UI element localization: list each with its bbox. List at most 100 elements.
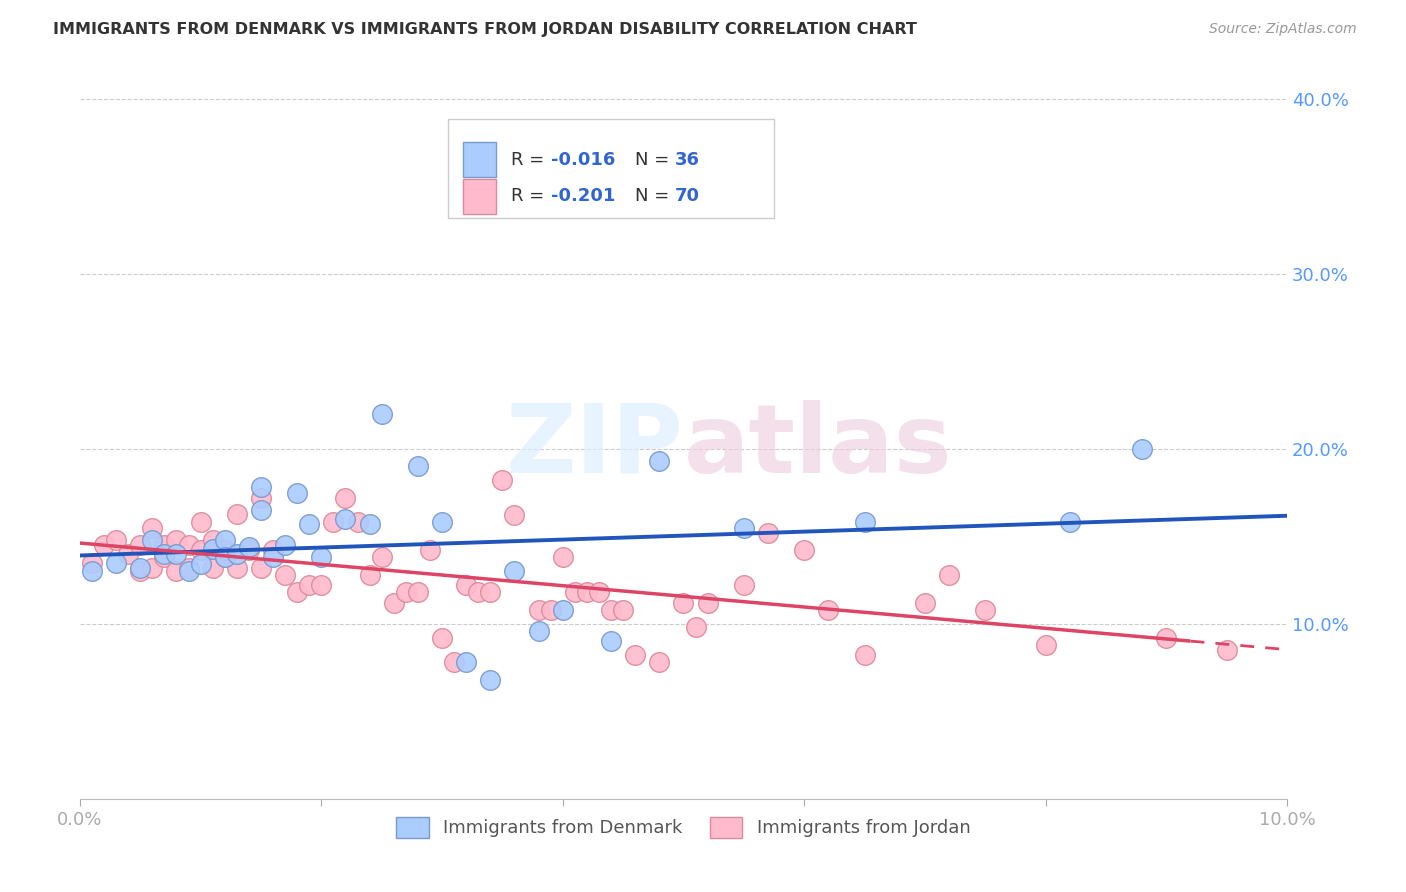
Point bbox=[274, 568, 297, 582]
Point bbox=[685, 620, 707, 634]
Text: R =: R = bbox=[510, 187, 550, 205]
Point bbox=[564, 585, 586, 599]
Point bbox=[225, 561, 247, 575]
Point bbox=[853, 648, 876, 663]
Point bbox=[190, 516, 212, 530]
Text: R =: R = bbox=[510, 151, 550, 169]
Point bbox=[238, 540, 260, 554]
Point bbox=[165, 565, 187, 579]
Point bbox=[733, 578, 755, 592]
Point bbox=[853, 516, 876, 530]
Point bbox=[527, 603, 550, 617]
Point bbox=[214, 533, 236, 547]
Point bbox=[756, 525, 779, 540]
Point bbox=[285, 485, 308, 500]
Point bbox=[153, 550, 176, 565]
Point bbox=[298, 517, 321, 532]
Point bbox=[395, 585, 418, 599]
Point bbox=[105, 556, 128, 570]
Point bbox=[250, 480, 273, 494]
Point bbox=[335, 512, 357, 526]
Point bbox=[974, 603, 997, 617]
Point bbox=[600, 603, 623, 617]
FancyBboxPatch shape bbox=[449, 120, 775, 219]
Point bbox=[382, 596, 405, 610]
Point bbox=[443, 656, 465, 670]
Point bbox=[503, 508, 526, 523]
Point bbox=[430, 516, 453, 530]
Point bbox=[190, 558, 212, 572]
Point bbox=[479, 585, 502, 599]
Point bbox=[359, 517, 381, 532]
Point bbox=[467, 585, 489, 599]
Point bbox=[238, 543, 260, 558]
Point bbox=[430, 631, 453, 645]
Point bbox=[177, 565, 200, 579]
Point bbox=[648, 656, 671, 670]
Point bbox=[817, 603, 839, 617]
Text: Source: ZipAtlas.com: Source: ZipAtlas.com bbox=[1209, 22, 1357, 37]
Point bbox=[80, 565, 103, 579]
Point bbox=[214, 543, 236, 558]
Point bbox=[624, 648, 647, 663]
Point bbox=[201, 533, 224, 547]
Point bbox=[914, 596, 936, 610]
Point bbox=[262, 543, 284, 558]
Point bbox=[479, 673, 502, 687]
Point bbox=[298, 578, 321, 592]
Text: atlas: atlas bbox=[683, 400, 952, 492]
Point bbox=[491, 474, 513, 488]
Point bbox=[274, 538, 297, 552]
Point bbox=[250, 561, 273, 575]
Point bbox=[540, 603, 562, 617]
Point bbox=[672, 596, 695, 610]
Point bbox=[370, 550, 392, 565]
Point bbox=[141, 521, 163, 535]
Point bbox=[612, 603, 634, 617]
Point bbox=[456, 656, 478, 670]
Point bbox=[1215, 643, 1237, 657]
Point bbox=[129, 565, 152, 579]
Point bbox=[250, 491, 273, 505]
Point bbox=[214, 550, 236, 565]
Legend: Immigrants from Denmark, Immigrants from Jordan: Immigrants from Denmark, Immigrants from… bbox=[389, 810, 977, 845]
Point bbox=[648, 454, 671, 468]
Text: -0.016: -0.016 bbox=[551, 151, 614, 169]
Point bbox=[335, 491, 357, 505]
Text: N =: N = bbox=[636, 187, 675, 205]
Point bbox=[503, 565, 526, 579]
Text: 70: 70 bbox=[675, 187, 700, 205]
Point bbox=[1035, 638, 1057, 652]
Point bbox=[177, 561, 200, 575]
Text: -0.201: -0.201 bbox=[551, 187, 614, 205]
Text: N =: N = bbox=[636, 151, 675, 169]
Point bbox=[129, 561, 152, 575]
Point bbox=[575, 585, 598, 599]
Point bbox=[311, 550, 333, 565]
Point bbox=[359, 568, 381, 582]
Point bbox=[588, 585, 610, 599]
Point bbox=[177, 538, 200, 552]
Text: ZIP: ZIP bbox=[506, 400, 683, 492]
Point bbox=[551, 550, 574, 565]
Point bbox=[346, 516, 368, 530]
Point bbox=[527, 624, 550, 638]
Point bbox=[165, 533, 187, 547]
Point bbox=[406, 459, 429, 474]
Text: IMMIGRANTS FROM DENMARK VS IMMIGRANTS FROM JORDAN DISABILITY CORRELATION CHART: IMMIGRANTS FROM DENMARK VS IMMIGRANTS FR… bbox=[53, 22, 917, 37]
Point bbox=[419, 543, 441, 558]
Point bbox=[80, 556, 103, 570]
Point bbox=[733, 521, 755, 535]
Point bbox=[600, 634, 623, 648]
Point bbox=[117, 547, 139, 561]
Point bbox=[141, 533, 163, 547]
Point bbox=[285, 585, 308, 599]
Point bbox=[696, 596, 718, 610]
Point bbox=[129, 538, 152, 552]
Point bbox=[793, 543, 815, 558]
Text: 36: 36 bbox=[675, 151, 700, 169]
Point bbox=[153, 547, 176, 561]
Point bbox=[105, 533, 128, 547]
Point bbox=[456, 578, 478, 592]
Point bbox=[938, 568, 960, 582]
